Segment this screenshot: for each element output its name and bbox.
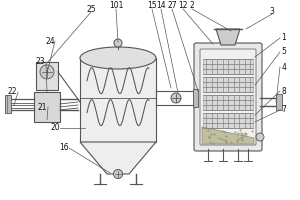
Text: 27: 27 [167, 1, 177, 10]
Polygon shape [216, 29, 240, 45]
FancyBboxPatch shape [194, 43, 262, 151]
Text: 14: 14 [156, 1, 166, 10]
Text: 15: 15 [147, 1, 157, 10]
Bar [193, 89, 198, 107]
Circle shape [171, 93, 181, 103]
Text: 2: 2 [190, 1, 194, 10]
Text: 16: 16 [59, 144, 69, 152]
Text: 1: 1 [282, 33, 286, 43]
Text: 3: 3 [270, 7, 274, 17]
Text: 4: 4 [282, 62, 286, 72]
Circle shape [114, 39, 122, 47]
Circle shape [256, 133, 264, 141]
Bar [5, 95, 11, 113]
Circle shape [113, 170, 122, 178]
Text: 24: 24 [45, 36, 55, 46]
Text: 23: 23 [35, 58, 45, 66]
Bar [36, 62, 58, 90]
Polygon shape [80, 142, 156, 174]
FancyBboxPatch shape [200, 49, 256, 145]
Bar [203, 113, 253, 128]
Bar [276, 94, 282, 110]
Text: 101: 101 [109, 1, 123, 10]
Bar [34, 92, 60, 122]
Polygon shape [202, 127, 254, 144]
Bar [80, 58, 156, 142]
Text: 20: 20 [50, 123, 60, 132]
Bar [203, 77, 253, 92]
Bar [203, 59, 253, 74]
Text: 7: 7 [282, 106, 286, 114]
Text: 22: 22 [7, 88, 17, 97]
Text: 5: 5 [282, 47, 286, 56]
Ellipse shape [80, 47, 156, 69]
Text: 21: 21 [37, 102, 47, 112]
Text: 12: 12 [178, 1, 188, 10]
Text: 8: 8 [282, 86, 286, 96]
Text: 25: 25 [86, 5, 96, 15]
Bar [203, 95, 253, 110]
Circle shape [40, 65, 54, 79]
